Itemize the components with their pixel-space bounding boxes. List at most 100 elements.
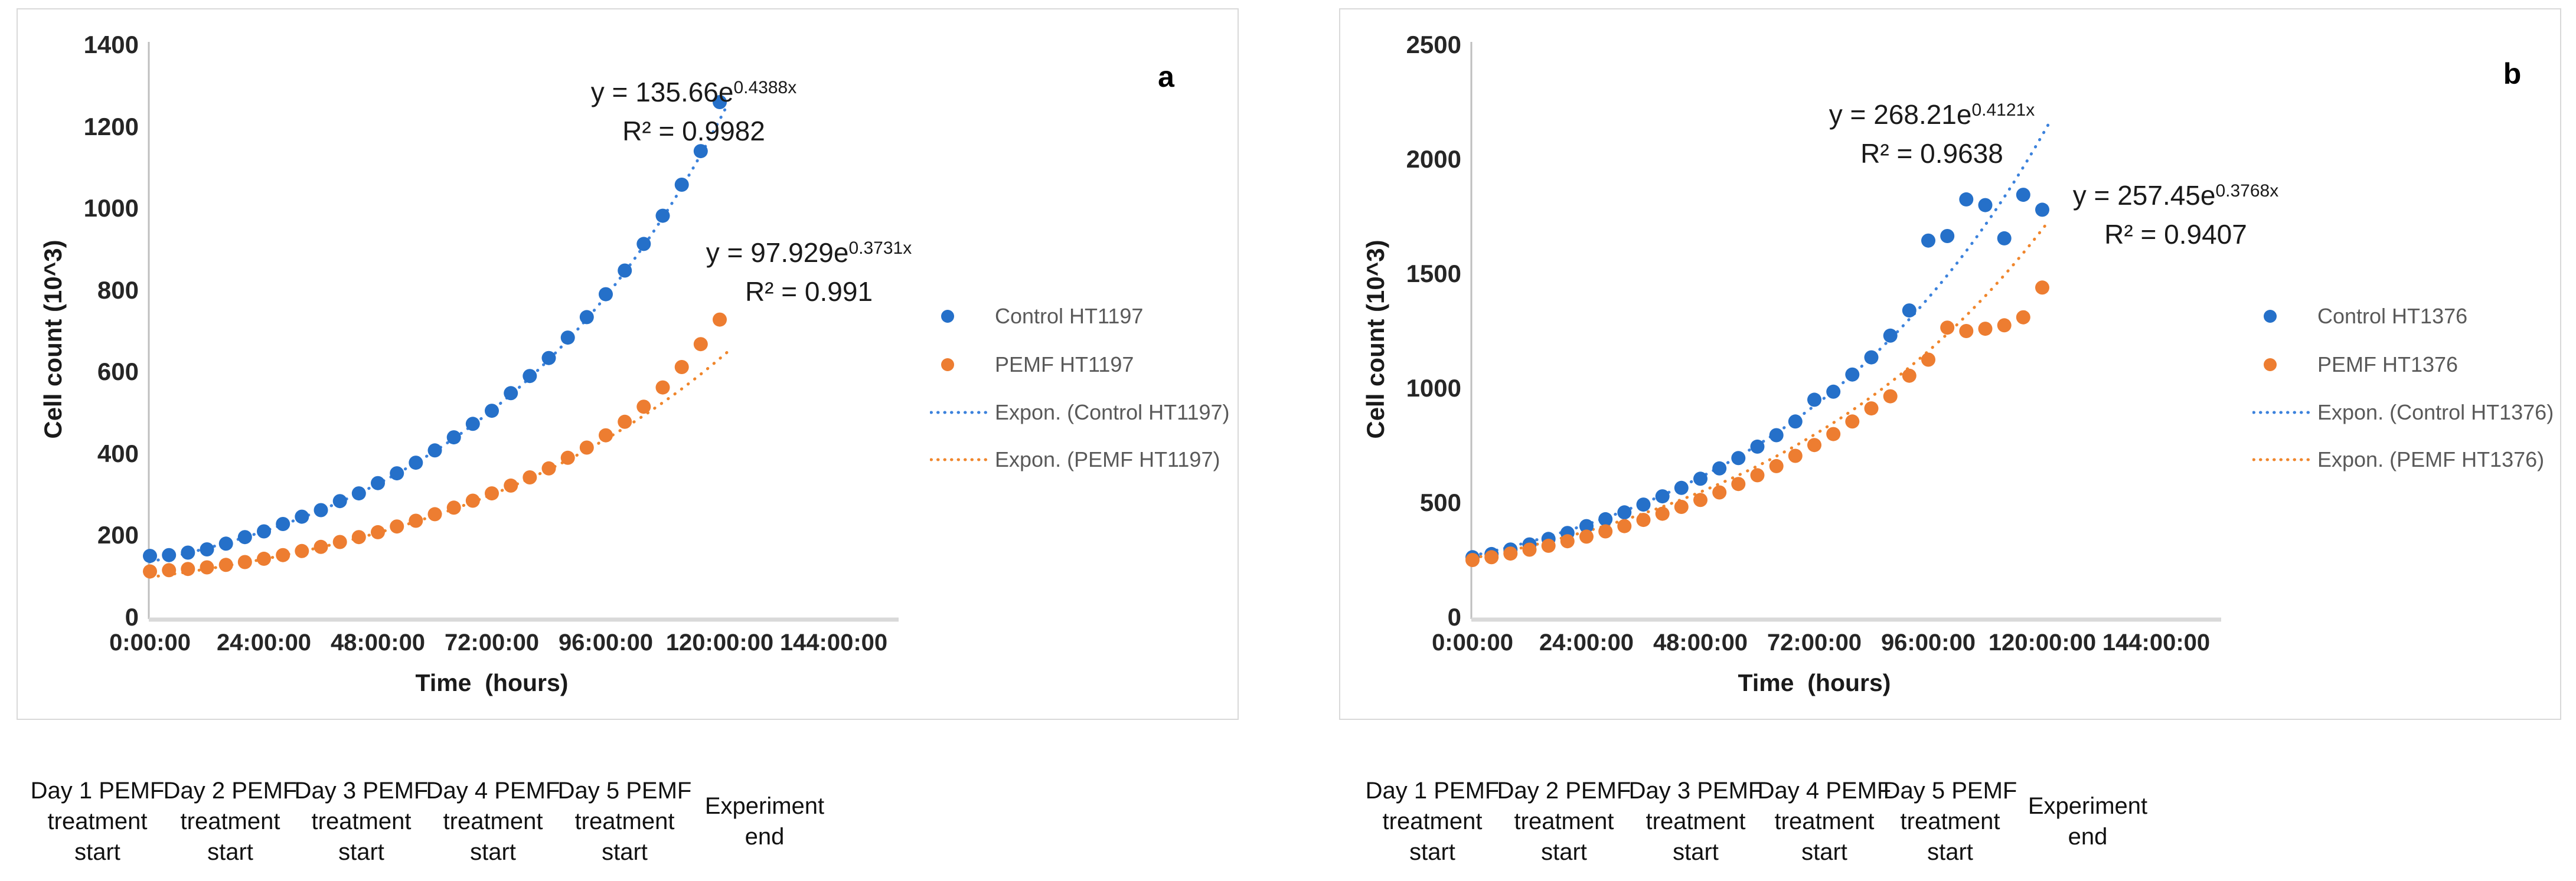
data-point-pemf xyxy=(1541,538,1556,553)
data-point-control xyxy=(1826,384,1841,399)
trendline-trend_control xyxy=(1471,121,2051,558)
data-point-pemf xyxy=(1731,477,1746,492)
y-tick-label: 1200 xyxy=(83,112,139,140)
data-point-control xyxy=(1788,414,1803,429)
timeline-label-line: Experiment xyxy=(2028,793,2148,819)
x-tick-label: 144:00:00 xyxy=(779,630,888,656)
legend-dotted-line-marker xyxy=(929,401,988,424)
treatment-day-label: Day 5 PEMF treatment start xyxy=(1862,775,2039,867)
legend-label: Control HT1376 xyxy=(2317,304,2468,328)
data-point-control xyxy=(181,545,195,560)
data-point-control xyxy=(504,386,518,401)
timeline-label-line: Day 2 PEMF xyxy=(163,778,298,804)
y-tick-label: 1500 xyxy=(1406,260,1461,287)
y-axis-title: Cell count (10^3) xyxy=(1362,240,1389,439)
treatment-day-label: Day 3 PEMF treatment start xyxy=(1607,775,1784,867)
treatment-day-label: Day 4 PEMF treatment start xyxy=(1736,775,1913,867)
timeline-label-line: start xyxy=(1801,839,1847,865)
legend-dot-marker xyxy=(2252,304,2288,328)
equation-exponent: 0.3731x xyxy=(848,238,912,258)
data-point-control xyxy=(427,443,442,458)
data-point-control xyxy=(1769,428,1784,443)
data-point-control xyxy=(1579,519,1594,533)
data-point-pemf xyxy=(1807,438,1821,453)
timeline-label-line: treatment xyxy=(1900,808,2000,834)
data-point-control xyxy=(218,536,233,551)
data-point-pemf xyxy=(1598,524,1613,539)
data-point-control xyxy=(1978,198,1993,212)
data-point-control xyxy=(1902,303,1917,318)
data-point-control xyxy=(1807,392,1821,407)
x-tick-label: 0:00:00 xyxy=(1432,630,1513,656)
panel-letter-a: a xyxy=(1158,60,1174,93)
panel-letter-b: b xyxy=(2503,57,2522,90)
data-point-pemf xyxy=(636,399,651,414)
equation-base: y = 257.45e xyxy=(2072,180,2216,211)
data-point-control xyxy=(655,208,670,223)
data-point-control xyxy=(465,417,480,431)
scatter-plot-a xyxy=(143,42,899,622)
legend-dot-marker xyxy=(930,353,965,376)
timeline-label-line: start xyxy=(338,839,384,865)
data-point-control xyxy=(1693,471,1707,486)
data-point-control xyxy=(143,549,157,564)
data-point-pemf xyxy=(409,513,423,528)
equation-base: y = 135.66e xyxy=(590,77,734,107)
timeline-label-line: end xyxy=(2068,824,2108,850)
timeline-label-line: start xyxy=(207,839,253,865)
data-point-control xyxy=(351,486,366,501)
timeline-label-line: start xyxy=(470,839,516,865)
data-point-pemf xyxy=(1484,550,1499,565)
data-point-pemf xyxy=(1617,519,1632,533)
x-tick-label: 24:00:00 xyxy=(216,630,312,656)
data-point-pemf xyxy=(1788,448,1803,463)
data-point-pemf xyxy=(674,360,689,374)
data-point-pemf xyxy=(162,563,177,578)
data-point-control xyxy=(1997,231,2012,245)
legend-dot-marker xyxy=(2252,353,2288,376)
data-point-pemf xyxy=(1940,320,1955,335)
equation-exponent: 0.4121x xyxy=(1971,100,2035,120)
data-point-pemf xyxy=(713,312,727,327)
data-point-pemf xyxy=(2035,280,2049,295)
treatment-day-label: Day 2 PEMF treatment start xyxy=(142,775,319,867)
timeline-label-line: Day 2 PEMF xyxy=(1497,778,1631,804)
data-point-pemf xyxy=(1693,493,1707,507)
timeline-label-line: Experiment xyxy=(704,793,825,819)
data-point-pemf xyxy=(1674,500,1689,514)
y-tick-label: 1400 xyxy=(83,31,139,58)
timeline-label-line: start xyxy=(602,839,648,865)
y-tick-label: 500 xyxy=(1419,489,1461,516)
treatment-day-label: Day 1 PEMF treatment start xyxy=(9,775,186,867)
data-point-pemf xyxy=(351,530,366,545)
data-point-pemf xyxy=(1826,427,1841,441)
chart-panel-b: Cell count (10^3) Time (hours) y = 268.2… xyxy=(1339,8,2561,720)
data-point-control xyxy=(314,503,328,518)
y-tick-label: 200 xyxy=(97,521,139,549)
timeline-label-line: Day 3 PEMF xyxy=(1628,778,1763,804)
data-point-pemf xyxy=(143,564,157,579)
data-point-control xyxy=(541,351,556,365)
y-tick-label: 800 xyxy=(97,276,139,304)
equation-exponent: 0.3768x xyxy=(2215,181,2279,201)
x-tick-label: 96:00:00 xyxy=(558,630,654,656)
timeline-label-line: treatment xyxy=(180,808,280,834)
data-point-control xyxy=(162,548,177,562)
y-tick-label: 1000 xyxy=(1406,374,1461,402)
data-point-control xyxy=(257,524,271,539)
data-point-pemf xyxy=(1750,468,1765,483)
data-point-control xyxy=(1750,439,1765,454)
x-axis-title: Time (hours) xyxy=(1738,669,1891,696)
timeline-label-line: start xyxy=(74,839,120,865)
data-point-pemf xyxy=(618,414,632,429)
data-point-pemf xyxy=(390,519,404,534)
data-point-control xyxy=(599,287,613,302)
data-point-pemf xyxy=(1883,389,1898,404)
y-tick-label: 400 xyxy=(97,439,139,467)
trendline-equation-pemf: y = 257.45e0.3768x R² = 0.9407 xyxy=(1993,172,2359,254)
data-point-pemf xyxy=(1978,322,1993,336)
data-point-pemf xyxy=(1655,506,1670,521)
legend-label: Expon. (PEMF HT1197) xyxy=(995,447,1220,471)
data-point-pemf xyxy=(655,380,670,395)
